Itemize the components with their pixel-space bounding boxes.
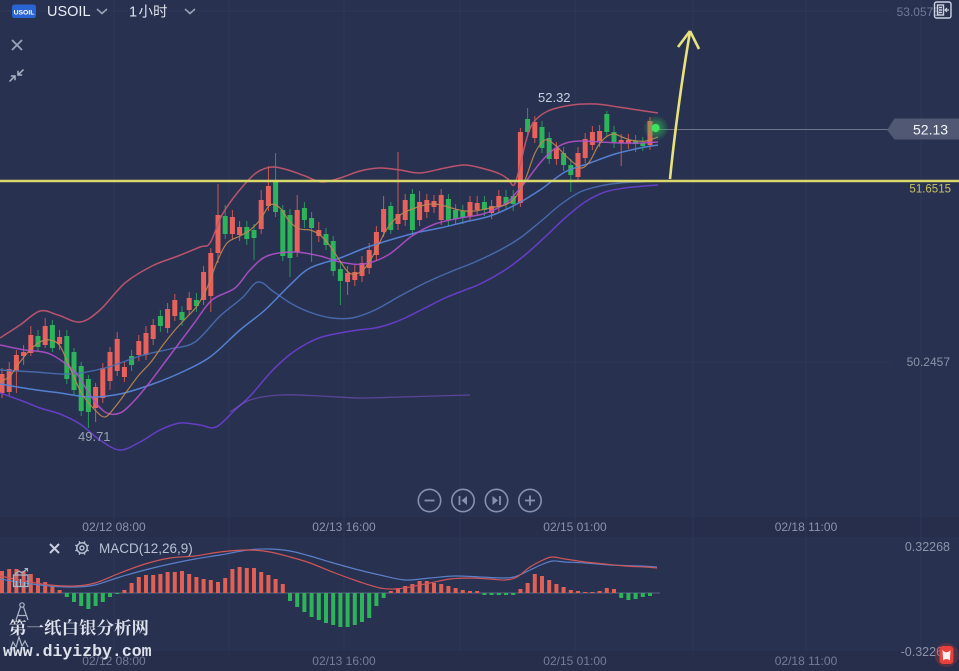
svg-text:0.32268: 0.32268 xyxy=(905,540,950,554)
svg-text:www.diyizby.com: www.diyizby.com xyxy=(3,642,152,661)
svg-text:02/12 08:00: 02/12 08:00 xyxy=(82,654,146,668)
svg-text:USOIL: USOIL xyxy=(14,10,35,17)
svg-text:USOIL: USOIL xyxy=(47,4,91,20)
svg-text:02/13 16:00: 02/13 16:00 xyxy=(312,520,376,534)
svg-text:02/18 11:00: 02/18 11:00 xyxy=(775,654,838,668)
svg-text:1: 1 xyxy=(129,5,137,21)
svg-text:52.13: 52.13 xyxy=(913,122,948,138)
svg-text:02/15 01:00: 02/15 01:00 xyxy=(543,654,607,668)
svg-text:02/13 16:00: 02/13 16:00 xyxy=(312,654,376,668)
svg-text:-0.32268: -0.32268 xyxy=(901,645,950,659)
svg-text:02/18 11:00: 02/18 11:00 xyxy=(775,520,838,534)
svg-text:02/12 08:00: 02/12 08:00 xyxy=(82,520,146,534)
svg-text:52.32: 52.32 xyxy=(538,90,571,105)
svg-text:MACD(12,26,9): MACD(12,26,9) xyxy=(99,541,193,556)
svg-text:51.6515: 51.6515 xyxy=(909,184,951,196)
svg-text:53.0575: 53.0575 xyxy=(897,5,941,19)
svg-text:50.2457: 50.2457 xyxy=(907,355,951,369)
svg-text:49.71: 49.71 xyxy=(78,429,111,444)
svg-text:02/15 01:00: 02/15 01:00 xyxy=(543,520,607,534)
